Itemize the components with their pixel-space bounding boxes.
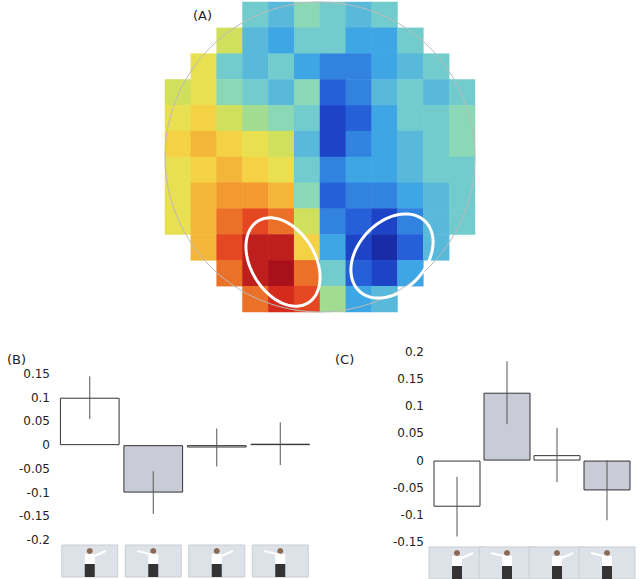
svg-text:0.1: 0.1 bbox=[31, 391, 50, 405]
svg-text:-0.05: -0.05 bbox=[19, 462, 50, 476]
svg-text:-0.1: -0.1 bbox=[401, 508, 424, 522]
svg-text:-0.15: -0.15 bbox=[393, 535, 424, 549]
svg-text:0.05: 0.05 bbox=[397, 426, 424, 440]
svg-text:0.05: 0.05 bbox=[23, 414, 50, 428]
svg-text:0: 0 bbox=[42, 438, 50, 452]
svg-text:0.15: 0.15 bbox=[397, 372, 424, 386]
svg-text:(A): (A) bbox=[193, 8, 212, 23]
svg-text:-0.1: -0.1 bbox=[27, 486, 50, 500]
svg-text:-0.05: -0.05 bbox=[393, 481, 424, 495]
svg-text:0.15: 0.15 bbox=[23, 367, 50, 381]
svg-text:0.1: 0.1 bbox=[405, 399, 424, 413]
svg-text:-0.15: -0.15 bbox=[19, 509, 50, 523]
svg-text:0.2: 0.2 bbox=[405, 345, 424, 359]
svg-text:(B): (B) bbox=[7, 352, 26, 367]
svg-text:-0.2: -0.2 bbox=[27, 533, 50, 547]
svg-text:0: 0 bbox=[416, 454, 424, 468]
svg-text:(C): (C) bbox=[335, 352, 354, 367]
